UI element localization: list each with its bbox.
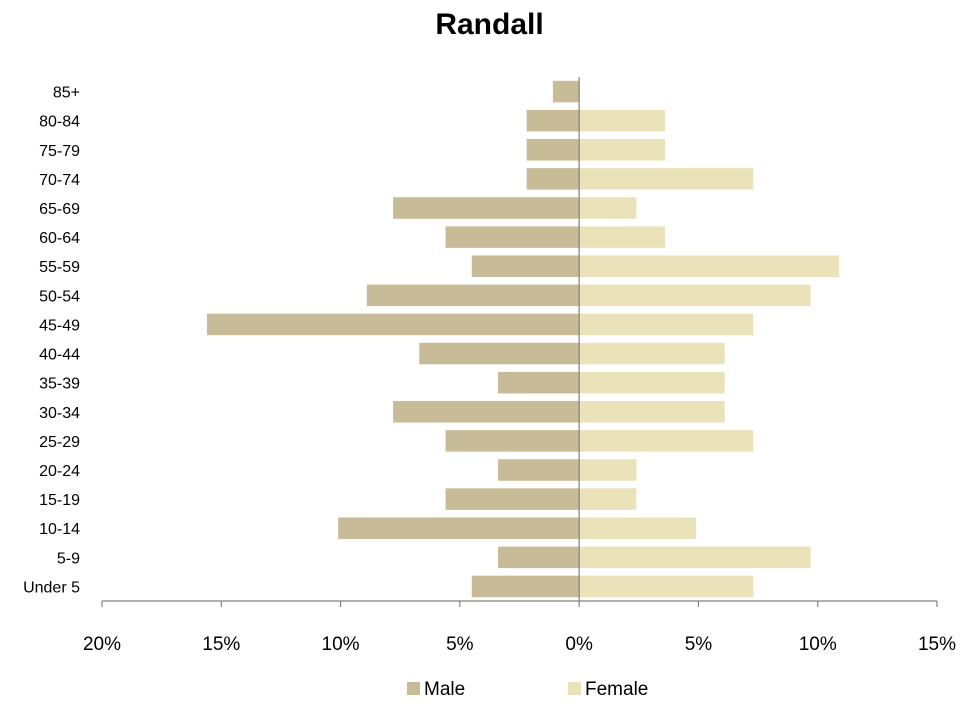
bar-male-10-14 bbox=[338, 517, 580, 539]
category-label: 50-54 bbox=[39, 288, 80, 305]
category-label: 85+ bbox=[53, 85, 80, 102]
bar-male-75-79 bbox=[526, 139, 580, 161]
legend-label-male: Male bbox=[424, 679, 465, 700]
x-tick-label: 5% bbox=[446, 634, 474, 655]
bar-female-40-44 bbox=[579, 342, 725, 365]
bar-female-55-59 bbox=[579, 255, 840, 277]
category-label: 70-74 bbox=[39, 172, 80, 189]
category-label: 60-64 bbox=[39, 230, 80, 247]
bar-male-45-49 bbox=[206, 313, 580, 336]
bar-male-65-69 bbox=[393, 197, 580, 219]
category-label: 75-79 bbox=[39, 143, 80, 160]
labels-layer: 85+ 80-84 75-79 70-74 65-69 60-64 55-59 50-54 45… bbox=[23, 85, 956, 655]
bar-female-35-39 bbox=[579, 371, 725, 394]
bar-male-under-5 bbox=[471, 575, 580, 598]
bar-male-20-24 bbox=[498, 459, 580, 481]
bar-male-50-54 bbox=[366, 284, 580, 307]
bar-female-70-74 bbox=[579, 168, 754, 190]
category-label: 10-14 bbox=[39, 521, 80, 538]
axis-layer bbox=[101, 77, 938, 607]
legend-swatch-male bbox=[407, 682, 420, 695]
category-label: 80-84 bbox=[39, 114, 80, 131]
bar-female-80-84 bbox=[579, 109, 666, 132]
bar-male-5-9 bbox=[498, 546, 580, 569]
category-label: 65-69 bbox=[39, 201, 80, 218]
category-label: 30-34 bbox=[39, 405, 80, 422]
legend-label-female: Female bbox=[585, 679, 648, 700]
bar-male-30-34 bbox=[393, 401, 580, 423]
bar-female-25-29 bbox=[579, 430, 754, 452]
x-tick-label: 15% bbox=[918, 634, 956, 655]
bar-male-55-59 bbox=[471, 255, 580, 277]
chart-title: Randall bbox=[435, 8, 544, 41]
category-label: 45-49 bbox=[39, 317, 80, 334]
x-tick-label: 20% bbox=[83, 634, 121, 655]
bar-female-5-9 bbox=[579, 546, 811, 569]
bar-female-65-69 bbox=[579, 197, 637, 219]
bar-female-60-64 bbox=[579, 226, 666, 248]
x-tick-label: 10% bbox=[322, 634, 360, 655]
bar-male-80-84 bbox=[526, 109, 580, 132]
category-label: 5-9 bbox=[57, 550, 80, 567]
bar-female-75-79 bbox=[579, 139, 666, 161]
x-tick-label: 10% bbox=[799, 634, 837, 655]
bar-male-60-64 bbox=[445, 226, 580, 248]
bar-male-15-19 bbox=[445, 488, 580, 510]
bar-male-25-29 bbox=[445, 430, 580, 452]
bar-female-20-24 bbox=[579, 459, 637, 481]
bar-female-45-49 bbox=[579, 313, 754, 336]
bars-layer bbox=[206, 80, 840, 598]
bar-female-15-19 bbox=[579, 488, 637, 510]
category-label: 25-29 bbox=[39, 434, 80, 451]
x-tick-label: 5% bbox=[685, 634, 713, 655]
bar-male-35-39 bbox=[498, 371, 580, 394]
category-label: Under 5 bbox=[23, 579, 80, 596]
bar-female-under-5 bbox=[579, 575, 754, 598]
legend-swatch-female bbox=[568, 682, 581, 695]
bar-female-30-34 bbox=[579, 401, 725, 423]
category-label: 40-44 bbox=[39, 347, 80, 364]
category-label: 15-19 bbox=[39, 492, 80, 509]
legend: Male Female bbox=[407, 679, 648, 700]
x-tick-label: 0% bbox=[565, 634, 593, 655]
bar-male-40-44 bbox=[419, 342, 580, 365]
category-label: 20-24 bbox=[39, 463, 80, 480]
bar-female-50-54 bbox=[579, 284, 811, 307]
category-label: 35-39 bbox=[39, 376, 80, 393]
bar-female-10-14 bbox=[579, 517, 697, 539]
x-tick-label: 15% bbox=[202, 634, 240, 655]
bar-male-70-74 bbox=[526, 168, 580, 190]
category-label: 55-59 bbox=[39, 259, 80, 276]
bar-male-85- bbox=[552, 80, 580, 103]
